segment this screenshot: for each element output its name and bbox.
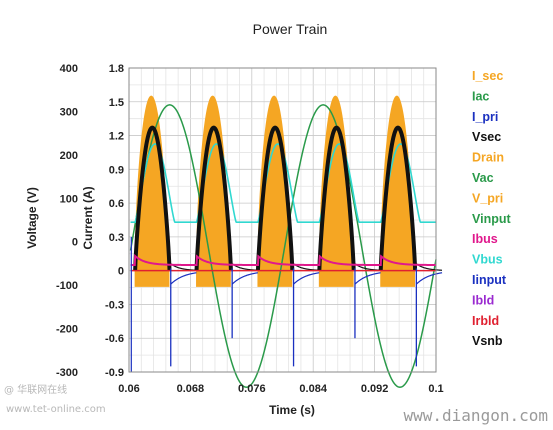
x-tick-label: 0.06 bbox=[118, 383, 139, 395]
series-vinput bbox=[129, 104, 437, 388]
series-iinput-recovery bbox=[415, 272, 443, 285]
y-tick-label-voltage: 200 bbox=[60, 150, 78, 162]
legend-entry: I_sec bbox=[472, 69, 503, 83]
y-tick-label-voltage: 400 bbox=[60, 63, 78, 75]
legend-entry: I_pri bbox=[472, 110, 498, 124]
legend-entry: Vinput bbox=[472, 212, 511, 226]
x-tick-label: 0.084 bbox=[299, 383, 327, 395]
legend-entry: Vac bbox=[472, 171, 494, 185]
y-tick-label-current: 1.2 bbox=[109, 131, 124, 143]
y-tick-label-current: 0 bbox=[118, 266, 124, 278]
y-tick-label-voltage: 100 bbox=[60, 193, 78, 205]
y-tick-label-voltage: -200 bbox=[56, 324, 78, 336]
x-tick-label: 0.068 bbox=[177, 383, 205, 395]
legend: I_sec Iac I_pri Vsec Drain Vac V_pri Vinput Ibus… bbox=[472, 69, 511, 348]
y-tick-label-current: 0.6 bbox=[109, 198, 124, 210]
x-tick-label: 0.076 bbox=[238, 383, 266, 395]
legend-entry: Irbld bbox=[472, 314, 499, 328]
y-tick-label-voltage: 0 bbox=[72, 237, 78, 249]
series-ibus bbox=[130, 253, 437, 267]
y-tick-label-voltage: -100 bbox=[56, 280, 78, 292]
y-tick-label-current: 0.3 bbox=[109, 232, 124, 244]
legend-entry: Iac bbox=[472, 89, 489, 103]
series-layer bbox=[129, 95, 443, 388]
y-tick-label-current: 0.9 bbox=[109, 164, 124, 176]
x-tick-label: 0.1 bbox=[428, 383, 443, 395]
legend-entry: Ibld bbox=[472, 293, 494, 307]
y-tick-label-current: -0.9 bbox=[105, 367, 124, 379]
series-vsec-arch bbox=[317, 125, 356, 271]
x-tick-label: 0.092 bbox=[361, 383, 389, 395]
y-tick-label-current: 1.8 bbox=[109, 63, 124, 75]
y-tick-label-current: -0.6 bbox=[105, 333, 124, 345]
y-tick-label-voltage: -300 bbox=[56, 367, 78, 379]
plot-border bbox=[128, 67, 437, 373]
series-iinput-recovery bbox=[170, 272, 197, 285]
series-i-sec-pulse bbox=[318, 95, 354, 287]
tick-labels: 0.06 0.068 0.076 0.084 0.092 0.1 400 300 200 100 0… bbox=[56, 63, 444, 395]
legend-entry: Vbus bbox=[472, 253, 503, 267]
watermark-right: www.diangon.com bbox=[404, 406, 549, 425]
legend-entry: Ibus bbox=[472, 232, 498, 246]
series-i-sec-pulse bbox=[380, 95, 416, 287]
legend-entry: Drain bbox=[472, 151, 504, 165]
series-iinput-recovery bbox=[293, 272, 320, 285]
series-iinput-recovery bbox=[354, 272, 381, 285]
legend-entry: Vsnb bbox=[472, 334, 503, 348]
series-iinput-recovery bbox=[231, 272, 258, 285]
chart-title: Power Train bbox=[253, 21, 328, 37]
series-vsec-arch bbox=[194, 125, 233, 271]
x-axis-title: Time (s) bbox=[269, 403, 315, 417]
series-vsec-arch bbox=[378, 125, 418, 271]
watermark-left-line2: www.tet-online.com bbox=[6, 404, 106, 415]
y-tick-label-current: -0.3 bbox=[105, 299, 124, 311]
legend-entry: V_pri bbox=[472, 191, 503, 205]
series-i-sec-pulse bbox=[196, 95, 231, 287]
y-axis-right-title: Current (A) bbox=[81, 186, 95, 249]
y-tick-label-voltage: 300 bbox=[60, 106, 78, 118]
y-axis-left-title: Voltage (V) bbox=[25, 187, 39, 249]
y-tick-label-current: 1.5 bbox=[109, 97, 124, 109]
watermark-left-line1: @ 华联网在线 bbox=[4, 383, 67, 396]
legend-entry: Iinput bbox=[472, 273, 507, 287]
legend-entry: Vsec bbox=[472, 130, 501, 144]
series-i-sec-pulse bbox=[134, 95, 170, 287]
series-i-sec-pulse bbox=[257, 95, 293, 287]
series-vsec-arch bbox=[255, 125, 295, 271]
series-vsec-arch bbox=[133, 125, 172, 271]
